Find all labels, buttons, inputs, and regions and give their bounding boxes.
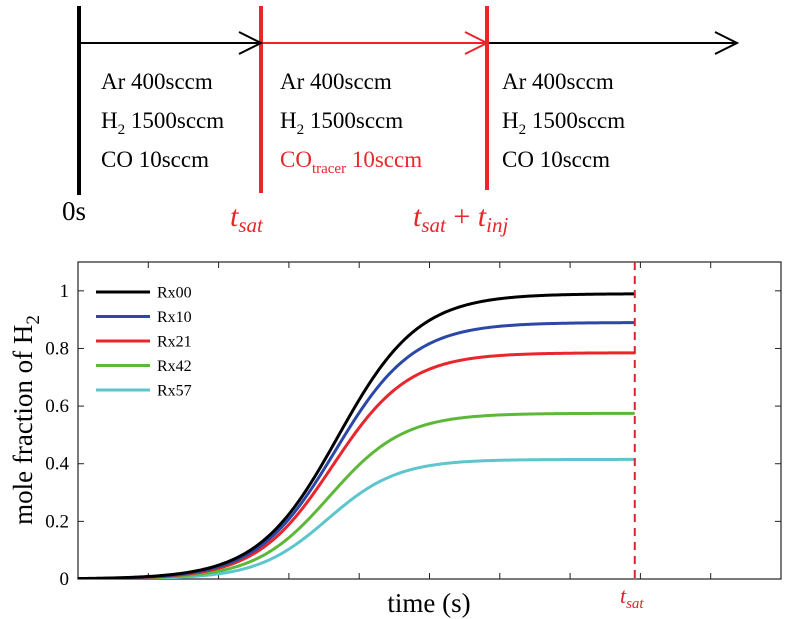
phase-arrow-2 (263, 31, 490, 55)
legend: Rx00 Rx10 Rx21 Rx42 Rx57 (96, 285, 192, 400)
y-axis-label: mole fraction of H2 (8, 315, 44, 525)
phase-3-co: CO 10sccm (502, 147, 610, 172)
phase-2-h2: H2 1500sccm (280, 108, 403, 138)
legend-label-rx57: Rx57 (157, 383, 192, 400)
legend-label-rx00: Rx00 (157, 285, 192, 302)
series-line-rx00 (78, 292, 635, 579)
tsat-plus-tinj-label: tsat + tinj (413, 200, 508, 237)
phase-arrow-1 (81, 31, 264, 55)
phase-3-ar: Ar 400sccm (502, 69, 614, 94)
line-chart: 0 0.2 0.4 0.6 0.8 1 Rx00 Rx10 Rx21 Rx42 Rx57 time… (8, 261, 782, 618)
legend-label-rx42: Rx42 (157, 358, 192, 375)
series-lines (78, 292, 635, 579)
phase-2-flows: Ar 400sccm H2 1500sccm COtracer 10sccm (280, 69, 422, 177)
y-axis-ticks: 0 0.2 0.4 0.6 0.8 1 (45, 281, 781, 590)
series-line-rx57 (78, 457, 635, 579)
y-tick-label: 0.6 (45, 396, 69, 417)
legend-label-rx10: Rx10 (157, 309, 192, 326)
phase-arrow-3 (489, 31, 740, 55)
x-axis-label: time (s) (387, 588, 470, 618)
start-time-label: 0s (62, 196, 86, 226)
flow-timeline: Ar 400sccm H2 1500sccm CO 10sccm Ar 400s… (62, 6, 740, 237)
phase-3-h2: H2 1500sccm (502, 108, 625, 138)
phase-1-h2: H2 1500sccm (101, 108, 224, 138)
y-tick-label: 0.2 (45, 511, 69, 532)
y-tick-label: 0.8 (45, 338, 69, 359)
y-tick-label: 1 (60, 281, 70, 302)
phase-3-flows: Ar 400sccm H2 1500sccm CO 10sccm (502, 69, 625, 172)
tsat-label: tsat (230, 200, 264, 237)
legend-label-rx21: Rx21 (157, 334, 192, 351)
phase-1-flows: Ar 400sccm H2 1500sccm CO 10sccm (101, 69, 224, 172)
phase-2-co-tracer: COtracer 10sccm (280, 147, 422, 177)
tsat-axis-label: tsat (620, 583, 644, 612)
y-tick-label: 0 (60, 569, 70, 590)
y-tick-label: 0.4 (45, 454, 69, 475)
phase-2-ar: Ar 400sccm (280, 69, 392, 94)
phase-1-co: CO 10sccm (101, 147, 209, 172)
x-axis-ticks (147, 262, 712, 579)
phase-1-ar: Ar 400sccm (101, 69, 213, 94)
